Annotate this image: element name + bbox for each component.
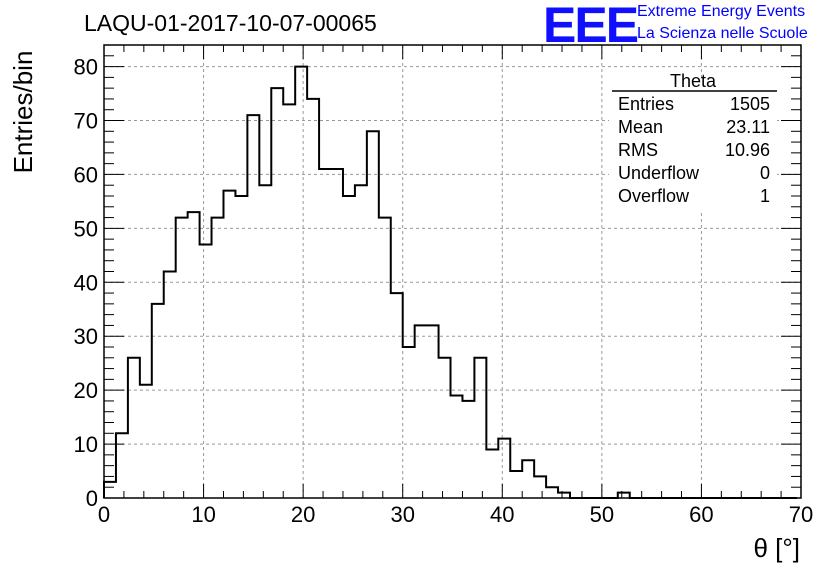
grid-lines bbox=[104, 45, 801, 498]
x-tick-label: 70 bbox=[789, 502, 813, 527]
axes bbox=[103, 44, 802, 499]
stats-box: Theta Entries 1505 Mean 23.11 RMS 10.96 … bbox=[609, 71, 777, 213]
stat-label-overflow: Overflow bbox=[618, 186, 690, 206]
y-tick-label: 80 bbox=[74, 55, 98, 80]
logo-subtitle-1: Extreme Energy Events bbox=[637, 3, 806, 20]
x-tick-label: 50 bbox=[590, 502, 614, 527]
stat-value-underflow: 0 bbox=[760, 163, 770, 183]
stat-label-entries: Entries bbox=[618, 94, 674, 114]
y-tick-label: 30 bbox=[74, 324, 98, 349]
y-tick-label: 0 bbox=[86, 486, 98, 511]
y-tick-label: 60 bbox=[74, 162, 98, 187]
stats-box-header: Theta bbox=[670, 71, 717, 91]
stat-label-mean: Mean bbox=[618, 117, 663, 137]
histogram-outline bbox=[103, 65, 798, 499]
y-axis-label: Entries/bin bbox=[8, 51, 38, 174]
logo-subtitle-2: La Scienza nelle Scuole bbox=[637, 25, 808, 42]
plot-title: LAQU-01-2017-10-07-00065 bbox=[84, 10, 377, 36]
x-tick-label: 10 bbox=[191, 502, 215, 527]
eee-logo: EEE bbox=[543, 0, 639, 53]
y-tick-label: 10 bbox=[74, 432, 98, 457]
stat-value-overflow: 1 bbox=[760, 186, 770, 206]
x-tick-label: 20 bbox=[291, 502, 315, 527]
stats-box-bg bbox=[609, 78, 777, 213]
y-tick-label: 50 bbox=[74, 216, 98, 241]
stat-label-rms: RMS bbox=[618, 140, 658, 160]
y-tick-label: 20 bbox=[74, 378, 98, 403]
x-tick-label: 0 bbox=[98, 502, 110, 527]
stat-value-rms: 10.96 bbox=[725, 140, 770, 160]
stat-value-entries: 1505 bbox=[730, 94, 770, 114]
x-tick-label: 60 bbox=[689, 502, 713, 527]
y-tick-label: 40 bbox=[74, 270, 98, 295]
stat-label-underflow: Underflow bbox=[618, 163, 700, 183]
x-tick-label: 30 bbox=[390, 502, 414, 527]
x-tick-label: 40 bbox=[490, 502, 514, 527]
y-tick-label: 70 bbox=[74, 109, 98, 134]
stat-value-mean: 23.11 bbox=[726, 117, 770, 137]
x-axis-label: θ [°] bbox=[753, 533, 800, 563]
